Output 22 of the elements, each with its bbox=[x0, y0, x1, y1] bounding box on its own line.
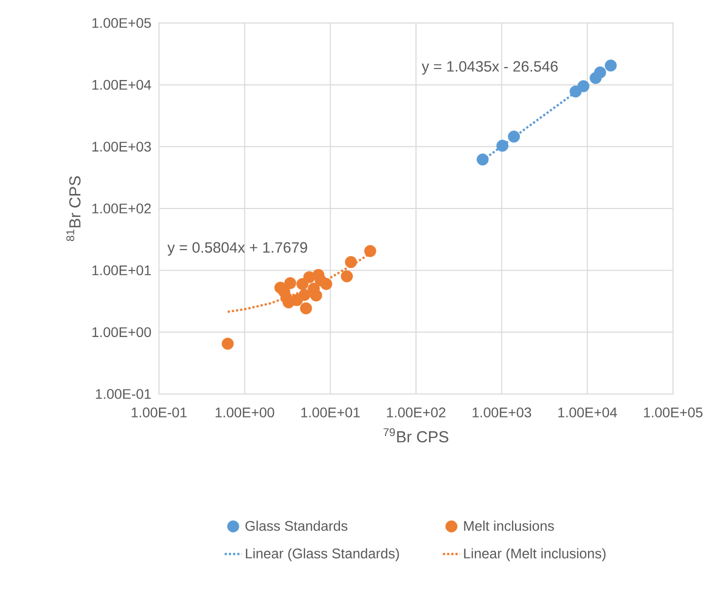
y-axis-title: $^{81}$Br CPS bbox=[66, 176, 81, 242]
legend-label: Linear (Melt inclusions) bbox=[464, 548, 606, 562]
x-tick-label: 1.00E+02 bbox=[387, 408, 446, 418]
x-tick-label: 1.00E+00 bbox=[216, 408, 274, 418]
y-tick-label: 1.00E+01 bbox=[92, 265, 151, 276]
x-tick-label: 1.00E+01 bbox=[301, 408, 360, 418]
legend-label: Glass Standards bbox=[245, 520, 348, 531]
x-tick-label: 1.00E-01 bbox=[132, 408, 187, 418]
x-tick-label: 1.00E+04 bbox=[558, 408, 617, 418]
annotation: y = 0.5804x + 1.7679 bbox=[167, 242, 308, 256]
x-axis-title: $^{79}$Br CPS bbox=[384, 428, 448, 442]
x-tick-label: 1.00E+03 bbox=[472, 408, 532, 418]
y-tick-label: 1.00E+03 bbox=[92, 142, 151, 152]
y-tick-label: 1.00E+00 bbox=[92, 327, 151, 338]
y-tick-label: 1.00E+02 bbox=[92, 204, 151, 214]
y-tick-label: 1.00E+04 bbox=[92, 80, 152, 90]
y-tick-label: 1.00E+05 bbox=[92, 18, 151, 28]
legend-label: Melt inclusions bbox=[464, 520, 554, 531]
y-tick-label: 1.00E-01 bbox=[96, 389, 151, 399]
legend-label: Linear (Glass Standards) bbox=[246, 548, 399, 562]
annotation: y = 1.0435x - 26.546 bbox=[422, 61, 558, 75]
x-tick-label: 1.00E+05 bbox=[644, 408, 702, 418]
